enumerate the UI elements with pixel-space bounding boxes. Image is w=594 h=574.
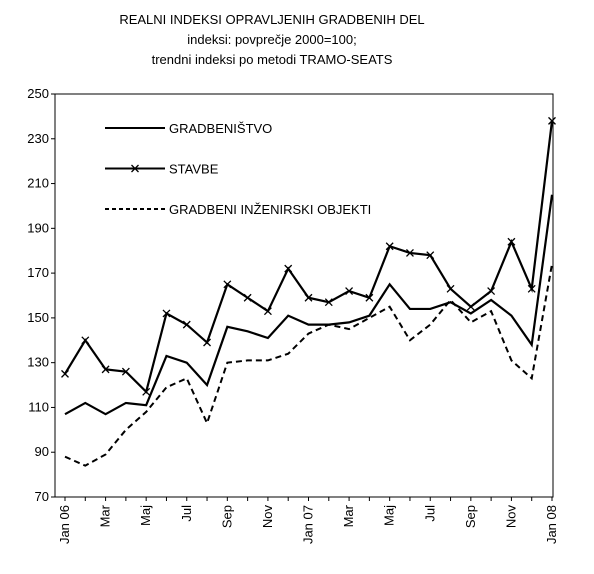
x-tick-label: Jul [422, 505, 437, 522]
series-marker [121, 367, 130, 376]
x-tick-label: Nov [260, 505, 275, 529]
x-tick-label: Maj [138, 505, 153, 526]
series-marker [182, 320, 191, 329]
y-tick-label: 130 [27, 355, 49, 370]
y-tick-label: 70 [35, 489, 49, 504]
series-marker [243, 293, 252, 302]
series-marker [142, 387, 151, 396]
series-marker [487, 287, 496, 295]
y-tick-label: 190 [27, 220, 49, 235]
series-marker [426, 251, 435, 260]
x-tick-label: Mar [98, 504, 113, 527]
series-marker [203, 338, 212, 347]
x-tick-label: Mar [341, 504, 356, 527]
series-marker [345, 287, 354, 295]
series-marker [263, 307, 272, 316]
x-tick-label: Jan 06 [57, 505, 72, 544]
series-marker [162, 309, 171, 318]
series-marker [446, 284, 455, 293]
x-tick-label: Jul [179, 505, 194, 522]
series-marker [223, 280, 232, 289]
y-tick-label: 150 [27, 310, 49, 325]
series-marker [61, 369, 69, 378]
series-line [64, 120, 554, 394]
x-tick-label: Sep [463, 505, 478, 528]
series-marker [365, 293, 374, 302]
y-tick-label: 230 [27, 131, 49, 146]
y-tick-label: 170 [27, 265, 49, 280]
chart-subtitle: indeksi: povprečje 2000=100; [187, 32, 356, 47]
series-marker [284, 264, 293, 273]
series-marker [507, 237, 516, 246]
series-marker [466, 302, 475, 311]
series-line [64, 194, 554, 416]
series-marker [81, 336, 90, 345]
series-marker [385, 242, 394, 251]
legend-label: STAVBE [169, 162, 219, 177]
chart-title: REALNI INDEKSI OPRAVLJENIH GRADBENIH DEL [119, 12, 424, 27]
series-line [64, 263, 553, 467]
plot-frame [54, 93, 554, 498]
y-tick-label: 110 [28, 399, 49, 414]
legend-marker [131, 164, 139, 173]
x-tick-label: Sep [219, 505, 234, 528]
x-tick-label: Maj [382, 505, 397, 526]
legend-label: GRADBENI INŽENIRSKI OBJEKTI [169, 202, 371, 217]
y-tick-label: 90 [35, 444, 49, 459]
series-marker [548, 116, 556, 125]
y-tick-label: 210 [27, 176, 49, 191]
x-tick-label: Jan 07 [301, 505, 316, 544]
series-marker [304, 293, 313, 302]
chart-subtitle: trendni indeksi po metodi TRAMO-SEATS [152, 52, 393, 67]
x-tick-label: Nov [503, 505, 518, 529]
x-tick-label: Jan 08 [544, 505, 559, 544]
series-marker [324, 298, 333, 307]
y-tick-label: 250 [27, 86, 49, 101]
series-marker [527, 284, 536, 293]
series-marker [405, 249, 414, 257]
legend-label: GRADBENIŠTVO [169, 121, 272, 136]
series-marker [101, 365, 110, 374]
